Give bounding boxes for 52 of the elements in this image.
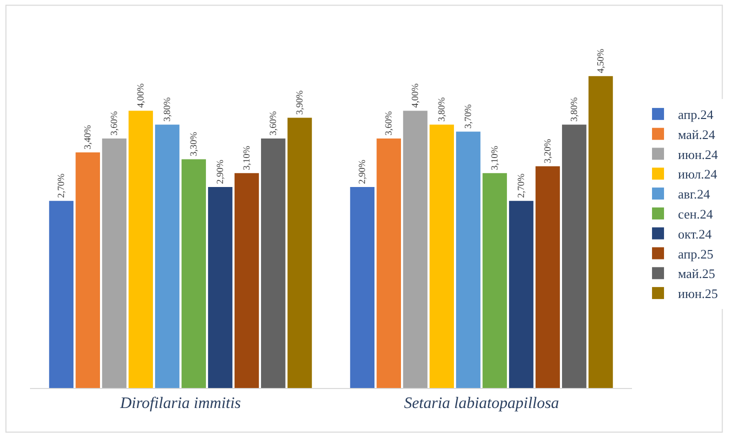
data-label: 2,70% xyxy=(56,173,67,198)
bar xyxy=(536,166,560,388)
bar xyxy=(76,152,100,388)
data-label: 3,30% xyxy=(189,132,200,156)
legend-label: сен.24 xyxy=(678,206,714,222)
legend-label: июн.24 xyxy=(678,146,718,162)
data-label: 3,80% xyxy=(162,97,173,122)
data-label: 3,70% xyxy=(464,104,474,129)
x-tick-label: Dirofilaria immitis xyxy=(119,395,241,412)
bar xyxy=(182,159,206,388)
legend-label: июл.24 xyxy=(678,166,718,182)
legend-label: авг.24 xyxy=(678,186,711,202)
data-label: 3,80% xyxy=(570,97,580,122)
bar xyxy=(403,110,428,388)
bar xyxy=(49,200,74,388)
data-label: 4,50% xyxy=(596,48,606,74)
data-label: 3,60% xyxy=(110,111,120,136)
legend-label: апр.25 xyxy=(678,246,714,262)
bar xyxy=(562,124,586,388)
data-label: 3,40% xyxy=(83,124,94,150)
bar xyxy=(102,138,126,388)
legend-label: май.24 xyxy=(678,126,716,142)
bar xyxy=(155,124,180,388)
bar xyxy=(430,124,454,388)
bar xyxy=(208,187,232,388)
data-label: 2,70% xyxy=(516,173,527,198)
bar xyxy=(261,138,286,388)
data-label: 3,90% xyxy=(295,90,306,115)
bar xyxy=(376,138,401,388)
bar xyxy=(509,200,534,388)
legend-label: июн.25 xyxy=(678,286,718,302)
data-label: 3,80% xyxy=(437,97,448,122)
bar xyxy=(456,132,480,388)
data-label: 3,10% xyxy=(490,146,500,170)
bar xyxy=(288,118,312,388)
data-label: 3,60% xyxy=(384,111,394,136)
bar xyxy=(482,173,507,388)
data-label: 3,20% xyxy=(543,138,554,164)
data-label: 3,60% xyxy=(268,111,279,136)
data-label: 4,00% xyxy=(410,83,421,108)
legend-label: май.25 xyxy=(678,266,716,282)
bar xyxy=(350,187,374,388)
data-label: 2,90% xyxy=(216,160,226,184)
legend-label: апр.24 xyxy=(678,107,714,122)
bar xyxy=(128,110,153,388)
bar xyxy=(234,173,259,388)
legend-label: окт.24 xyxy=(678,226,712,242)
data-label: 4,00% xyxy=(136,83,146,108)
data-label: 2,90% xyxy=(358,160,368,184)
data-label: 3,10% xyxy=(242,146,252,170)
x-tick-label: Setaria labiatopapillosa xyxy=(404,395,560,412)
bar xyxy=(588,76,613,388)
